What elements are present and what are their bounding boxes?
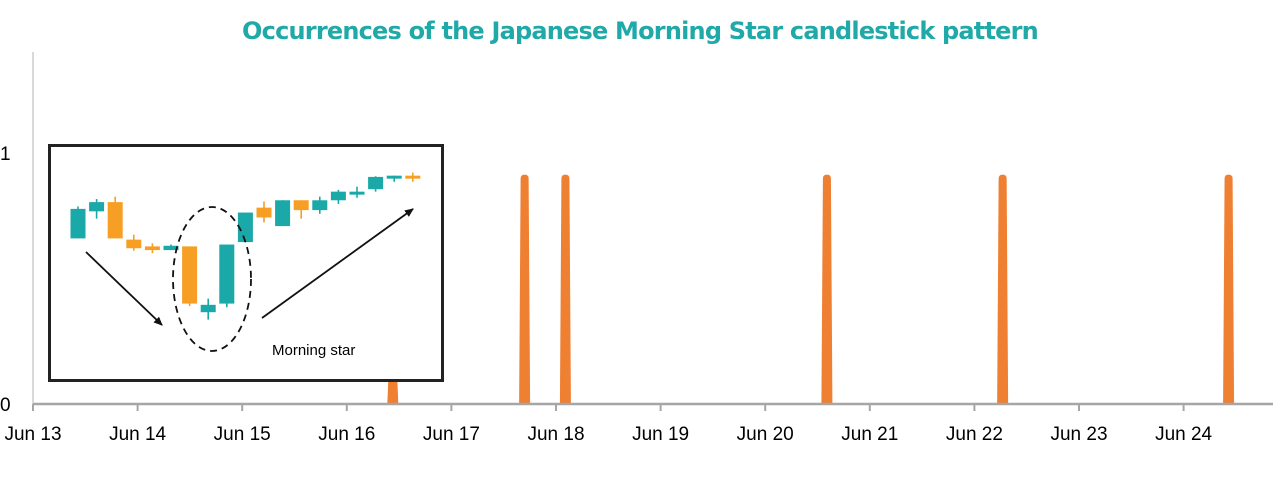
candle-body (237, 212, 253, 243)
inset-candle (237, 212, 253, 243)
candle-body (405, 175, 421, 179)
x-ticks: Jun 13 Jun 14 Jun 15 Jun 16 Jun 17 Jun 18 Jun … (4, 404, 1213, 445)
inset-candlestick-diagram (70, 172, 421, 352)
candle-body (256, 207, 272, 218)
inset-candle (70, 206, 86, 239)
inset-label: Morning star (272, 342, 356, 359)
candle-body (144, 246, 160, 251)
candle-body (219, 244, 235, 304)
candle-body (182, 246, 198, 304)
inset-candle (293, 200, 309, 219)
candle-body (163, 245, 179, 251)
candles-layer (70, 172, 421, 320)
x-tick-label: Jun 15 (214, 424, 271, 445)
candle-body (89, 202, 105, 212)
inset-candle (312, 196, 328, 214)
candle-body (275, 200, 291, 227)
inset-candle (330, 189, 346, 204)
occurrence-bar (559, 174, 571, 404)
candle-body (200, 304, 216, 313)
inset-candle (163, 244, 179, 251)
inset-candle (256, 201, 272, 223)
bars-layer (387, 174, 1235, 404)
chart-title: Occurrences of the Japanese Morning Star… (242, 17, 1039, 45)
x-tick-label: Jun 13 (4, 424, 61, 445)
candle-body (330, 191, 346, 201)
candle-body (293, 200, 309, 211)
x-tick-label: Jun 19 (632, 424, 689, 445)
morning-star-highlight-ellipse (172, 206, 252, 352)
candle-body (386, 175, 402, 179)
x-tick-label: Jun 14 (109, 424, 166, 445)
inset-candle (349, 186, 365, 198)
inset-candle (368, 176, 384, 192)
inset-candle (275, 200, 291, 227)
y-tick-label-1: 1 (0, 144, 11, 165)
candle-body (107, 202, 123, 239)
candle-body (70, 208, 86, 239)
inset-candle (219, 244, 235, 308)
candle-body (312, 200, 328, 211)
x-tick-label: Jun 18 (527, 424, 584, 445)
inset-candle (107, 196, 123, 239)
y-tick-label-0: 0 (0, 395, 11, 416)
x-tick-label: Jun 17 (423, 424, 480, 445)
x-tick-label: Jun 24 (1155, 424, 1212, 445)
inset-candle (126, 234, 142, 251)
morning-star-inset: Morning star (48, 144, 444, 382)
x-tick-label: Jun 16 (318, 424, 375, 445)
x-tick-label: Jun 23 (1050, 424, 1107, 445)
uptrend-arrow (261, 208, 414, 319)
inset-candle (200, 298, 216, 320)
inset-candle (386, 175, 402, 182)
candle-body (368, 176, 384, 190)
occurrence-bar (821, 174, 833, 404)
x-tick-label: Jun 22 (946, 424, 1003, 445)
inset-candle (182, 246, 198, 307)
downtrend-arrow (85, 251, 163, 326)
x-tick-label: Jun 20 (737, 424, 794, 445)
occurrence-bar (997, 174, 1009, 404)
occurrence-bar (1223, 174, 1235, 404)
occurrence-bar (519, 174, 531, 404)
inset-candle (89, 199, 105, 219)
inset-candle (144, 243, 160, 254)
inset-candle (405, 172, 421, 182)
candle-body (349, 191, 365, 195)
x-tick-label: Jun 21 (841, 424, 898, 445)
candle-body (126, 239, 142, 249)
